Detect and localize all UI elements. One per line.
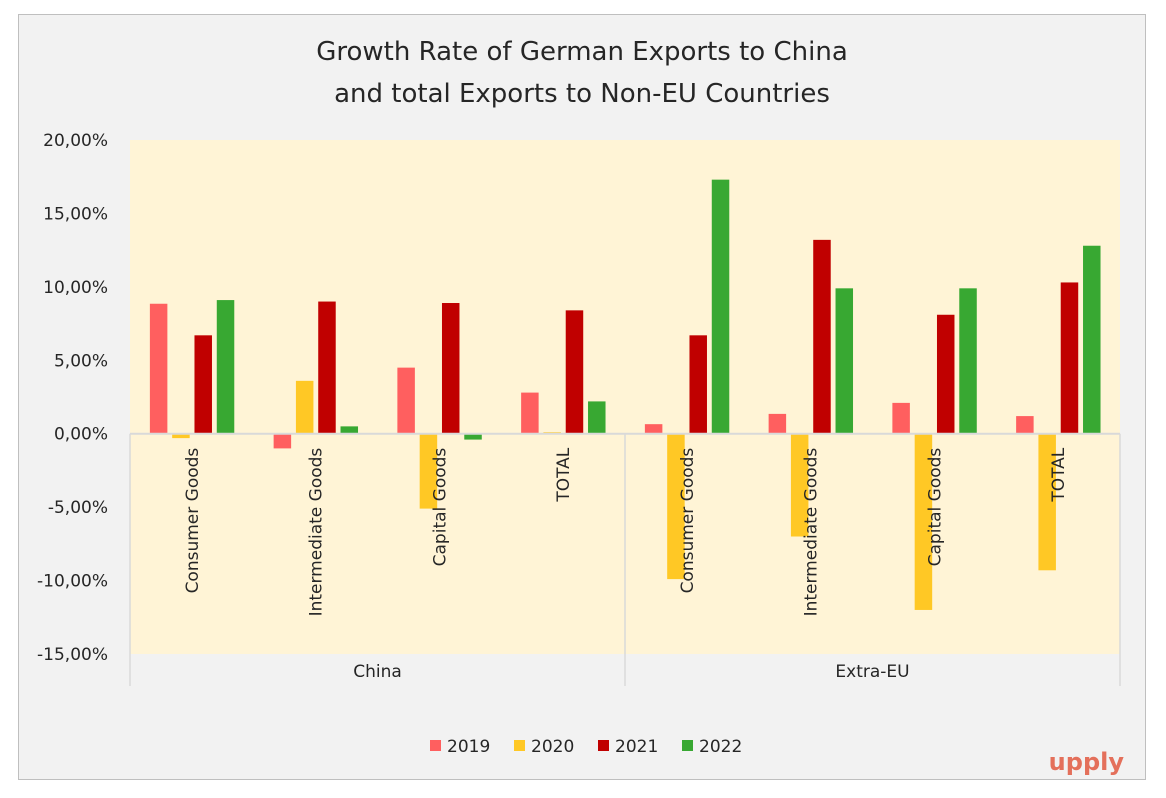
bar-2022-7 <box>1083 245 1101 434</box>
bar-2021-4 <box>689 335 707 434</box>
category-label: TOTAL <box>554 447 574 502</box>
bar-2021-0 <box>194 335 212 434</box>
bar-2019-3 <box>521 392 539 434</box>
bar-2020-2 <box>419 433 438 509</box>
bar-2020-5 <box>790 433 809 537</box>
group-label: Extra-EU <box>835 662 909 682</box>
y-tick-label: 15,00% <box>43 204 108 224</box>
bar-2019-5 <box>768 413 787 434</box>
legend-swatch-2020 <box>514 740 525 751</box>
bar-2020-6 <box>914 433 933 610</box>
legend-label: 2022 <box>699 737 742 757</box>
category-label: TOTAL <box>1049 447 1069 502</box>
bar-2022-4 <box>711 179 730 434</box>
category-label: Intermediate Goods <box>802 448 822 617</box>
category-label: Consumer Goods <box>183 448 203 594</box>
bar-2022-3 <box>588 401 606 434</box>
bar-2019-2 <box>397 367 415 434</box>
bar-2021-1 <box>318 301 336 434</box>
legend-swatch-2021 <box>598 740 609 751</box>
bar-2019-1 <box>273 433 292 449</box>
legend-label: 2020 <box>531 737 574 757</box>
legend-swatch-2022 <box>682 740 693 751</box>
chart-title-line1: Growth Rate of German Exports to China <box>316 37 848 67</box>
legend-label: 2019 <box>447 737 490 757</box>
bar-2022-0 <box>216 300 235 434</box>
y-tick-label: 5,00% <box>54 351 108 371</box>
bar-2020-1 <box>295 380 314 434</box>
bar-2022-5 <box>835 288 854 434</box>
y-tick-label: -5,00% <box>48 498 108 518</box>
bar-2022-1 <box>340 426 359 434</box>
bar-2019-0 <box>149 303 168 434</box>
bar-2020-4 <box>667 433 685 580</box>
y-tick-label: 10,00% <box>43 278 108 298</box>
upply-logo: upply <box>1049 748 1125 776</box>
y-tick-label: 20,00% <box>43 131 108 151</box>
legend-label: 2021 <box>615 737 658 757</box>
bar-2020-0 <box>172 433 190 439</box>
bar-2021-2 <box>441 303 460 434</box>
bar-2021-5 <box>813 239 831 434</box>
bar-2022-2 <box>464 433 482 440</box>
category-label: Consumer Goods <box>678 448 698 594</box>
bar-2020-7 <box>1038 433 1056 571</box>
chart-title-line2: and total Exports to Non-EU Countries <box>334 79 830 109</box>
bar-2021-7 <box>1060 282 1079 434</box>
bar-2019-4 <box>644 424 663 434</box>
bar-2021-6 <box>936 314 955 434</box>
bar-2021-3 <box>565 310 584 434</box>
category-label: Capital Goods <box>430 448 450 567</box>
category-label: Capital Goods <box>925 448 945 567</box>
bar-2022-6 <box>959 288 977 434</box>
y-tick-label: 0,00% <box>54 425 108 445</box>
bar-2019-6 <box>892 402 910 434</box>
group-label: China <box>353 662 402 682</box>
legend-swatch-2019 <box>430 740 441 751</box>
category-label: Intermediate Goods <box>307 448 327 617</box>
y-tick-label: -15,00% <box>37 645 108 665</box>
y-tick-label: -10,00% <box>37 572 108 592</box>
bar-2019-7 <box>1016 416 1034 434</box>
